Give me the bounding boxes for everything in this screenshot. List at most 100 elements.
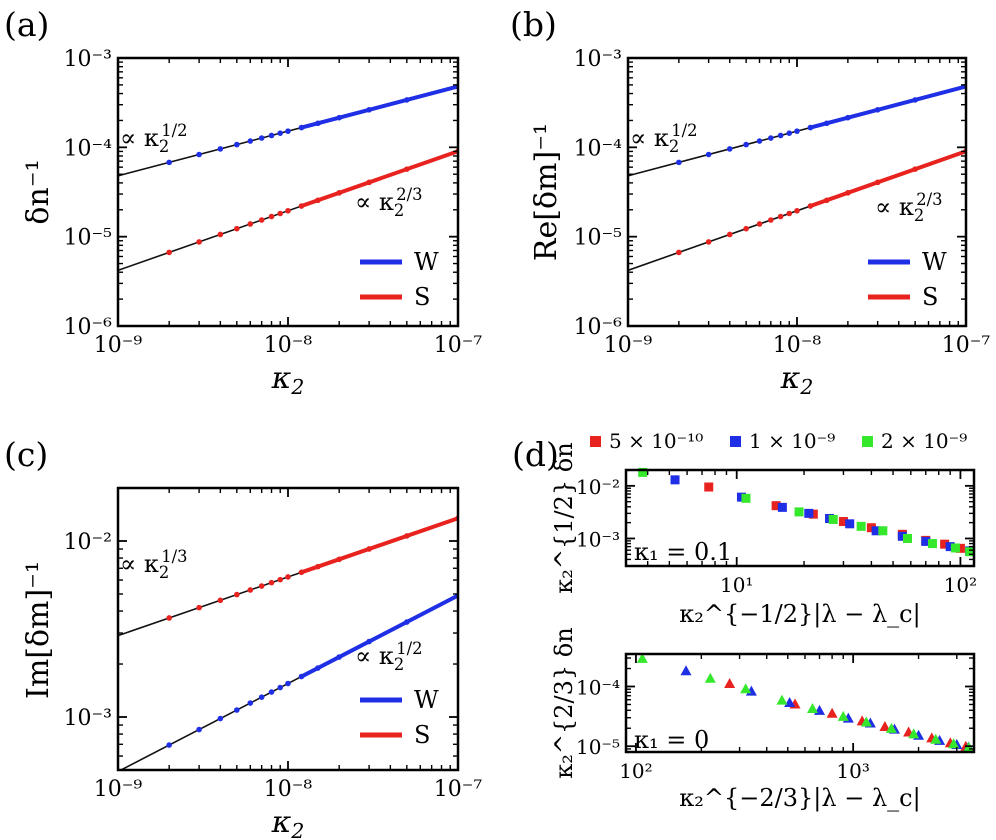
data-point — [366, 546, 372, 552]
data-point — [856, 521, 866, 531]
data-curve — [808, 84, 966, 130]
legend-label: W — [922, 248, 947, 276]
data-point — [874, 179, 881, 186]
y-axis-label: Re[δm]⁻¹ — [529, 123, 564, 261]
data-point — [838, 517, 848, 527]
x-tick-label: 10⁻⁹ — [94, 333, 143, 358]
panel-label: (c) — [4, 435, 48, 474]
series-W — [119, 592, 458, 770]
y-axis-label: δn⁻¹ — [21, 159, 56, 224]
data-point — [196, 604, 202, 611]
y-tick-label: 10⁻⁴ — [64, 136, 113, 161]
subplot-bottom: 10² 10³ 10⁻⁴ 10⁻⁵ κ₁ = 0 κ₂^{−2/3}|λ − λ_c| κ₂… — [550, 627, 976, 813]
data-point — [285, 128, 291, 134]
data-point — [277, 130, 284, 136]
data-point — [277, 576, 284, 583]
data-curve — [299, 84, 458, 130]
y-tick-label: 10⁻³ — [574, 47, 622, 72]
series-W — [118, 83, 458, 177]
x-axis-label: κ2 — [271, 361, 305, 399]
data-point — [837, 710, 849, 721]
plot-frame — [624, 652, 976, 754]
annotation: ∝ κ21/2 — [630, 121, 698, 156]
data-point — [777, 132, 784, 139]
series-2 × 10⁻⁹ — [638, 467, 975, 557]
data-point — [726, 231, 733, 238]
data-point — [897, 531, 907, 541]
x-tick-label: 10³ — [836, 759, 869, 783]
subplot-top: 10¹ 10² 10⁻² 10⁻³ κ₁ = 0.1 κ₂^{−1/2}|λ − λ_c|… — [550, 442, 977, 629]
data-point — [638, 467, 648, 477]
data-point — [196, 151, 202, 158]
data-point — [285, 680, 291, 687]
data-point — [704, 482, 714, 492]
data-point — [786, 130, 793, 136]
legend-marker — [590, 436, 601, 447]
data-point — [794, 128, 800, 134]
data-point — [871, 526, 881, 536]
data-point — [404, 166, 410, 172]
data-point — [768, 217, 774, 223]
x-axis-label: κ2 — [780, 361, 814, 399]
data-point — [234, 225, 240, 232]
data-point — [166, 742, 172, 748]
x-tick-label: 10⁻⁸ — [264, 777, 313, 802]
kappa1-label: κ₁ = 0.1 — [634, 538, 732, 566]
data-point — [756, 138, 763, 144]
legend-marker — [730, 436, 741, 447]
data-point — [705, 151, 712, 158]
data-point — [315, 665, 321, 671]
data-point — [670, 475, 680, 485]
x-tick-label: 10⁻⁷ — [434, 777, 483, 802]
panel-label: (d) — [512, 435, 559, 474]
data-point — [247, 587, 254, 593]
data-point — [945, 542, 955, 552]
data-point — [636, 652, 648, 663]
data-point — [258, 694, 265, 700]
data-curve — [299, 516, 458, 575]
y-axis-label: κ₂^{2/3} δn — [550, 627, 578, 778]
data-point — [794, 507, 804, 517]
data-point — [217, 597, 224, 604]
data-point — [823, 197, 830, 204]
legend-label: 2 × 10⁻⁹ — [881, 429, 967, 453]
data-point — [874, 107, 881, 113]
legend-label: 1 × 10⁻⁹ — [749, 429, 835, 453]
data-point — [336, 190, 342, 196]
data-point — [777, 502, 787, 512]
data-point — [315, 563, 321, 570]
data-point — [336, 556, 342, 563]
data-point — [247, 138, 254, 144]
data-point — [879, 720, 891, 731]
data-point — [878, 526, 888, 536]
data-point — [743, 225, 749, 232]
data-point — [940, 539, 950, 549]
data-point — [743, 141, 749, 148]
y-tick-label: 10⁻⁵ — [574, 226, 622, 251]
legend-label: S — [414, 283, 430, 311]
data-point — [741, 493, 751, 503]
data-point — [315, 197, 321, 204]
panel-b: (b) 10⁻⁹ 10⁻⁸ 10⁻⁷ 10⁻³ 10⁻⁴ 10⁻⁵ 10⁻⁶ κ2 Re[δm]⁻… — [510, 5, 990, 399]
data-point — [726, 146, 733, 152]
data-curve — [808, 149, 966, 209]
annotation: ∝ κ22/3 — [355, 185, 423, 220]
data-point — [771, 501, 781, 511]
y-tick-label: 10⁻⁴ — [576, 675, 620, 699]
y-tick-label: 10⁻³ — [576, 527, 620, 551]
data-point — [808, 509, 818, 519]
data-point — [845, 190, 851, 196]
data-point — [298, 203, 305, 209]
x-axis-label: κ₂^{−2/3}|λ − λ_c| — [679, 784, 920, 813]
plot-frame — [116, 56, 460, 328]
data-point — [866, 523, 876, 533]
series-S — [118, 515, 458, 637]
data-point — [676, 159, 682, 166]
data-point — [804, 508, 814, 518]
x-tick-label: 10⁻⁷ — [942, 333, 991, 358]
annotation: ∝ κ21/3 — [120, 547, 188, 582]
y-tick-label: 10⁻³ — [64, 706, 112, 731]
legend-label: S — [922, 283, 938, 311]
data-point — [404, 533, 410, 539]
